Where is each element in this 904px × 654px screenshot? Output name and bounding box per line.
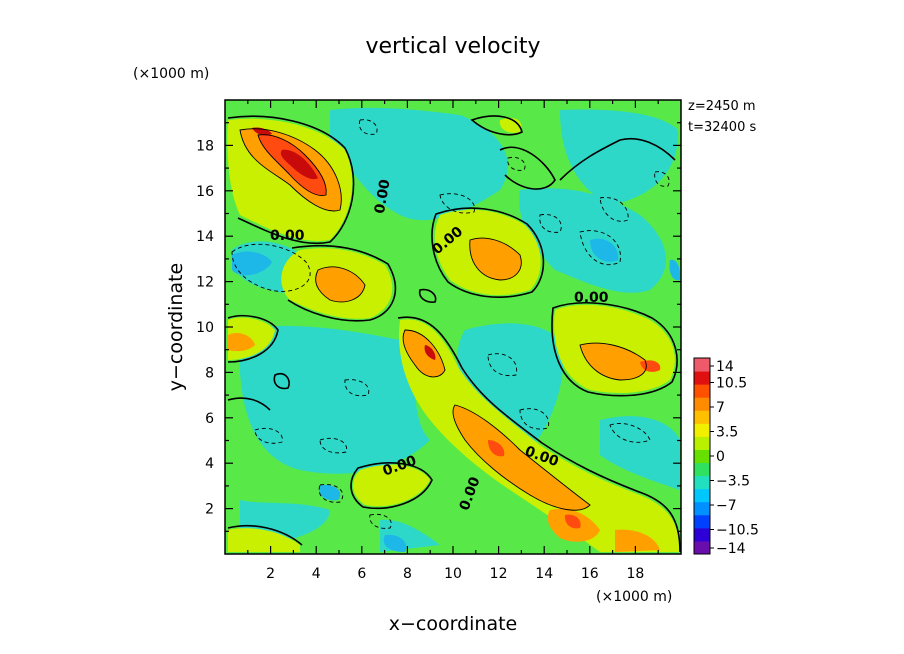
- y-tick-label: 2: [205, 502, 214, 518]
- x-tick-label: 2: [266, 566, 275, 582]
- colorbar-swatch: [694, 475, 710, 490]
- colorbar-swatch: [694, 358, 710, 372]
- colorbar-label: −3.5: [716, 474, 750, 490]
- y-tick-label: 6: [205, 411, 214, 427]
- x-tick-label: 8: [403, 566, 412, 582]
- y-tick-label: 8: [205, 365, 214, 381]
- colorbar-label: −14: [716, 541, 746, 557]
- y-tick-label: 4: [205, 456, 214, 472]
- x-unit-label: (×1000 m): [596, 589, 672, 605]
- y-axis-title: y−coordinate: [165, 263, 187, 392]
- contour-label: 0.00: [574, 290, 609, 306]
- axis-ticks: 2 4 6 8 10 12 14 16 18 2 4 6 8 10 12 14 16 18: [196, 100, 681, 582]
- info-t: t=32400 s: [688, 120, 756, 135]
- chart-title: vertical velocity: [365, 34, 540, 59]
- y-tick-label: 12: [196, 275, 214, 291]
- y-tick-label: 16: [196, 184, 214, 200]
- y-tick-label: 10: [196, 320, 214, 336]
- x-tick-label: 18: [626, 566, 644, 582]
- y-tick-label: 18: [196, 138, 214, 154]
- colorbar-swatch: [694, 514, 710, 529]
- contour-label: 0.00: [270, 228, 305, 244]
- colorbar-swatch: [694, 501, 710, 516]
- x-tick-label: 16: [581, 566, 599, 582]
- colorbar-swatch: [694, 488, 710, 503]
- contour-label: 0.00: [372, 178, 394, 215]
- colorbar-label: −10.5: [716, 523, 759, 539]
- colorbar-label: 7: [716, 400, 725, 416]
- x-tick-label: 4: [312, 566, 321, 582]
- colorbar-swatch: [694, 423, 710, 437]
- colorbar-label: 0: [716, 449, 725, 465]
- colorbar-swatch: [694, 397, 710, 411]
- colorbar-label: −7: [716, 498, 737, 514]
- x-tick-label: 12: [490, 566, 508, 582]
- y-unit-label: (×1000 m): [133, 66, 209, 82]
- velocity-field: 0.00 0.00 0.00 0.00 0.00 0.00 0.00: [225, 100, 681, 554]
- colorbar-swatch: [694, 371, 710, 385]
- info-z: z=2450 m: [688, 99, 756, 114]
- colorbar-label: 10.5: [716, 376, 747, 392]
- y-tick-label: 14: [196, 229, 214, 245]
- x-tick-label: 10: [444, 566, 462, 582]
- x-tick-label: 14: [535, 566, 553, 582]
- colorbar-swatch: [694, 540, 710, 555]
- x-axis-title: x−coordinate: [389, 613, 518, 635]
- colorbar-swatch: [694, 462, 710, 477]
- colorbar-swatch: [694, 436, 710, 450]
- colorbar-label: 3.5: [716, 425, 738, 441]
- colorbar-label: 14: [716, 359, 734, 375]
- colorbar-swatch: [694, 410, 710, 424]
- colorbar-swatch: [694, 527, 710, 542]
- x-tick-label: 6: [357, 566, 366, 582]
- colorbar-swatch: [694, 449, 710, 464]
- colorbar-swatch: [694, 384, 710, 398]
